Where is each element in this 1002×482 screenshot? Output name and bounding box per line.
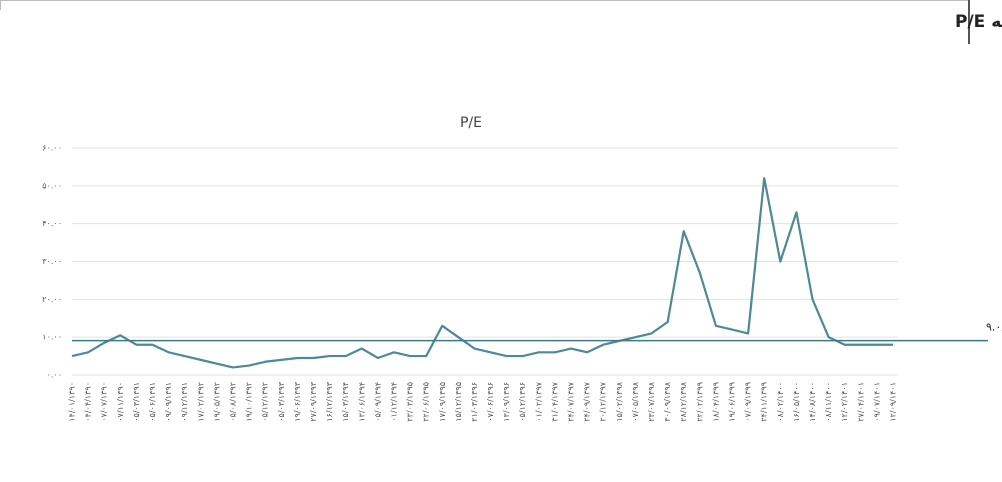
x-tick-label: ۰۷/۰۶/۱۳۹۶ — [486, 382, 495, 422]
x-tick-label: ۰۷/۰۹/۱۳۹۹ — [744, 382, 753, 422]
x-tick-label: ۰۵/۱۲/۱۳۹۶ — [518, 382, 527, 422]
x-tick-label: ۱۷/۰۲/۱۳۹۲ — [196, 382, 205, 422]
x-tick-label: ۱۸/۰۴/۱۳۹۹ — [711, 382, 720, 422]
x-tick-label: ۰۷/۱۱/۱۳۹۰ — [116, 382, 125, 422]
header-bar — [968, 0, 970, 44]
x-tick-label: ۱۲/۰۹/۱۴۰۱ — [889, 382, 898, 422]
y-tick-label: ۰.۰۰ — [47, 371, 62, 380]
x-tick-label: ۰۹/۱۲/۱۳۹۱ — [180, 382, 189, 422]
y-tick-label: ۵۰.۰۰ — [42, 181, 62, 190]
x-tick-label: ۱۵/۰۲/۱۳۹۸ — [615, 381, 624, 421]
y-tick-label: ۴۰.۰۰ — [42, 219, 62, 228]
x-tick-label: ۲۱/۰۳/۱۳۹۶ — [470, 382, 479, 422]
x-tick-label: ۰۸/۰۲/۱۴۰۰ — [776, 382, 785, 422]
x-tick-label: ۲۰/۱۲/۱۳۹۷ — [599, 381, 608, 421]
chart-title: P/E — [460, 115, 482, 131]
x-tick-label: ۳۰/۰۹/۱۳۹۸ — [663, 381, 672, 421]
x-tick-label: ۰۱/۰۲/۱۳۹۷ — [534, 381, 543, 421]
x-tick-label: ۰۷/۰۷/۱۳۹۰ — [100, 382, 109, 422]
x-tick-label: ۰۱/۱۲/۱۳۹۴ — [389, 382, 398, 422]
x-tick-label: ۳۱/۰۴/۱۳۹۷ — [550, 381, 559, 421]
x-tick-label: ۰۵/۱۲/۱۳۹۲ — [261, 382, 270, 422]
x-tick-label: ۰۹/۰۷/۱۴۰۱ — [872, 382, 881, 422]
x-tick-label: ۲۳/۰۳/۱۳۹۵ — [406, 382, 415, 422]
x-tick-label: ۱۶/۱۲/۱۳۹۳ — [325, 381, 334, 421]
x-tick-label: ۰۸/۱۱/۱۴۰۰ — [824, 382, 833, 422]
x-tick-label: ۲۲/۰۲/۱۳۹۹ — [695, 382, 704, 422]
x-tick-label: ۱۳/۰۶/۱۳۹۴ — [357, 382, 366, 422]
x-tick-label: ۲۷/۰۹/۱۳۹۳ — [309, 381, 318, 421]
x-tick-label: ۱۶/۰۵/۱۴۰۰ — [792, 382, 801, 422]
x-tick-label: ۰۵/۰۶/۱۳۹۱ — [148, 382, 157, 422]
y-tick-label: ۶۰.۰۰ — [42, 144, 62, 153]
x-tick-label: ۰۴/۰۴/۱۳۹۰ — [84, 382, 93, 422]
x-tick-label: ۱۴/۰۸/۱۴۰۰ — [808, 382, 817, 422]
y-tick-label: ۳۰.۰۰ — [42, 257, 62, 266]
x-tick-label: ۰۵/۰۸/۱۳۹۲ — [228, 382, 237, 422]
line-series — [71, 177, 893, 369]
x-tick-label: ۲۳/۰۷/۱۳۹۸ — [647, 381, 656, 421]
x-tick-label: ۱۲/۰۲/۱۴۰۱ — [840, 382, 849, 422]
x-tick-label: ۲۴/۰۷/۱۳۹۷ — [567, 381, 576, 421]
x-tick-label: ۲۷/۰۴/۱۴۰۱ — [856, 382, 865, 422]
x-tick-label: ۰۵/۰۹/۱۳۹۴ — [373, 382, 382, 422]
x-tick-label: ۰۹/۰۹/۱۳۹۱ — [164, 382, 173, 422]
x-tick-label: ۲۴/۰۹/۱۳۹۷ — [583, 381, 592, 421]
y-tick-label: ۱۰.۰۰ — [42, 333, 62, 342]
x-tick-label: ۱۹/۰۶/۱۳۹۹ — [728, 382, 737, 422]
header-title: سابقه P/E — [955, 12, 1002, 32]
x-tick-label: ۱۵/۱۲/۱۳۹۵ — [454, 382, 463, 422]
x-tick-label: ۱۳/۰۹/۱۳۹۶ — [502, 382, 511, 422]
x-tick-label: ۲۴/۱۱/۱۳۹۹ — [760, 382, 769, 422]
x-tick-label: ۰۷/۰۵/۱۳۹۸ — [631, 381, 640, 421]
x-tick-label: ۰۵/۰۳/۱۳۹۳ — [277, 381, 286, 421]
mean-label: میانگین: ۹.۰۸ — [986, 321, 1002, 334]
x-tick-label: ۱۹/۰۶/۱۳۹۳ — [293, 381, 302, 421]
x-tick-label: ۲۲/۰۶/۱۳۹۵ — [422, 382, 431, 422]
x-tick-label: ۱۴/۰۱/۱۳۹۰ — [68, 382, 77, 422]
x-tick-label: ۱۵/۰۳/۱۳۹۴ — [341, 382, 350, 422]
x-tick-label: ۱۹/۰۵/۱۳۹۲ — [212, 382, 221, 422]
x-tick-label: ۲۸/۱۲/۱۳۹۸ — [679, 381, 688, 421]
x-tick-label: ۱۹/۱۰/۱۳۹۲ — [245, 382, 254, 422]
x-tick-label: ۰۵/۰۳/۱۳۹۱ — [132, 382, 141, 422]
y-tick-label: ۲۰.۰۰ — [42, 295, 62, 304]
x-tick-label: ۱۷/۰۹/۱۳۹۵ — [438, 382, 447, 422]
